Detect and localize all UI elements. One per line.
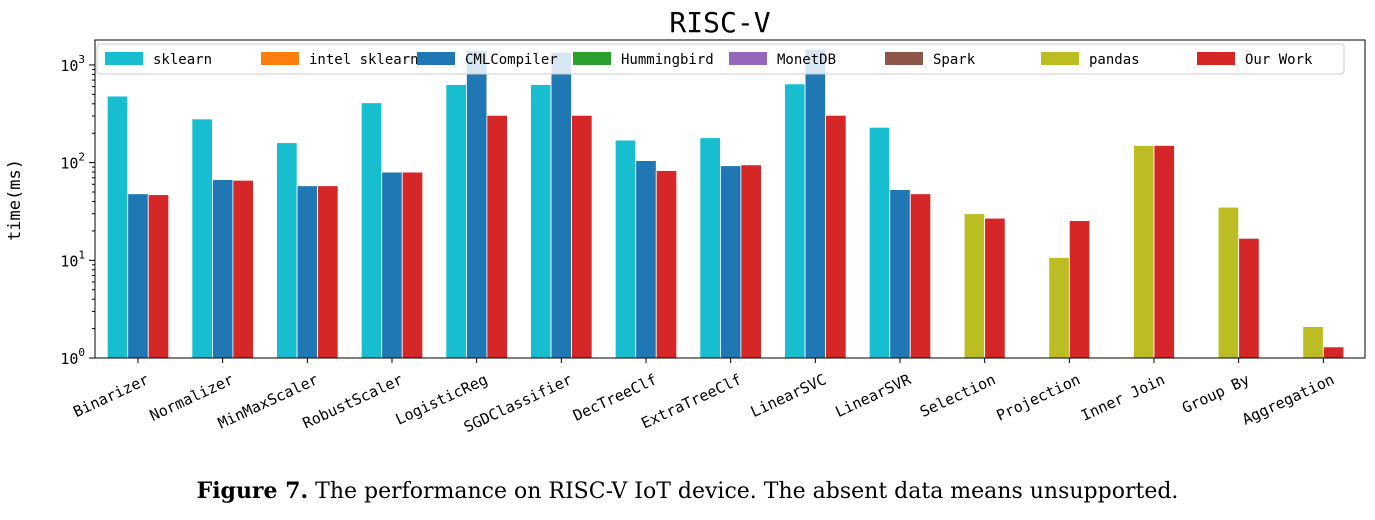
bar-sklearn-binarizer [106, 95, 129, 359]
bar-sklearn-normalizer [191, 118, 213, 359]
bar-cmlcompiler-logisticreg [466, 50, 488, 359]
bar-sklearn-minmaxscaler [276, 142, 298, 359]
bar-our-work-linearsvr [909, 193, 932, 359]
bar-cmlcompiler-dectreeclf [635, 160, 657, 359]
bars-layer [106, 48, 1345, 359]
chart-title: RISC-V [669, 6, 770, 39]
bar-chart: RISC-V time(ms) 100101102103BinarizerNor… [5, 6, 1366, 436]
bar-cmlcompiler-normalizer [212, 179, 234, 359]
bar-pandas-selection [963, 213, 986, 359]
y-tick-label: 102 [60, 151, 85, 173]
bar-cmlcompiler-linearsvr [889, 189, 911, 359]
bar-sklearn-sgdclassifier [530, 84, 552, 359]
legend-swatch-sklearn [105, 52, 143, 65]
y-tick-label: 103 [60, 53, 85, 75]
bar-sklearn-logisticreg [445, 84, 467, 359]
x-tick-label-binarizer: Binarizer [70, 370, 151, 421]
legend-swatch-spark [885, 52, 923, 65]
bar-our-work-dectreeclf [655, 170, 678, 359]
legend-swatch-monetdb [729, 52, 767, 65]
bar-sklearn-robustscaler [360, 102, 383, 359]
bar-sklearn-linearsvr [868, 126, 891, 359]
bar-our-work-group-by [1238, 237, 1260, 359]
legend-swatch-pandas [1041, 52, 1079, 65]
bar-our-work-linearsvc [825, 114, 847, 359]
chart-container: RISC-V time(ms) 100 101 102 103 Binarizer Nor… [5, 6, 1366, 436]
bar-our-work-robustscaler [401, 171, 424, 359]
bar-our-work-normalizer [232, 179, 254, 359]
bar-our-work-logisticreg [486, 114, 508, 359]
x-tick-label-linearsvr: LinearSVR [832, 370, 914, 421]
bar-our-work-binarizer [147, 194, 170, 359]
bar-pandas-group-by [1217, 206, 1240, 359]
caption-text: The performance on RISC-V IoT device. Th… [308, 479, 1179, 504]
x-tick-label-aggregation: Aggregation [1239, 370, 1337, 428]
y-axis-label: time(ms) [5, 159, 25, 241]
x-tick-label-linearsvc: LinearSVC [748, 370, 829, 421]
legend-label-spark: Spark [933, 52, 976, 68]
legend-label-hummingbird: Hummingbird [621, 52, 714, 68]
bar-cmlcompiler-linearsvc [804, 48, 826, 359]
bar-cmlcompiler-minmaxscaler [296, 185, 318, 359]
x-tick-label-selection: Selection [917, 370, 998, 421]
legend-box [96, 43, 1345, 75]
legend-label-sklearn: sklearn [153, 52, 212, 68]
caption-label: Figure 7. [196, 478, 309, 504]
bar-our-work-projection [1068, 220, 1091, 359]
legend-swatch-hummingbird [573, 52, 611, 65]
legend-swatch-intel-sklearn [261, 52, 299, 65]
plot-frame [94, 39, 1366, 359]
bar-sklearn-extratreeclf [699, 137, 721, 359]
bar-our-work-selection [984, 217, 1006, 359]
y-tick-label: 100 [60, 346, 85, 368]
bar-pandas-inner-join [1133, 145, 1155, 359]
legend-label-pandas: pandas [1089, 52, 1140, 68]
bar-pandas-projection [1048, 257, 1070, 359]
bar-cmlcompiler-extratreeclf [720, 165, 742, 359]
bar-cmlcompiler-sgdclassifier [550, 51, 572, 359]
legend-swatch-our-work [1197, 52, 1235, 65]
x-tick-label-inner-join: Inner Join [1078, 370, 1167, 424]
x-tick-label-projection: Projection [994, 370, 1083, 424]
x-tick-label-group-by: Group By [1179, 370, 1252, 417]
legend: sklearn intel sklearn CMLCompiler Hummingbi… [96, 43, 1345, 75]
bar-our-work-sgdclassifier [571, 114, 593, 359]
bar-our-work-aggregation [1322, 346, 1345, 359]
bar-our-work-extratreeclf [740, 164, 762, 359]
bar-pandas-aggregation [1302, 326, 1324, 359]
legend-label-cmlcompiler: CMLCompiler [465, 52, 558, 68]
bar-sklearn-linearsvc [784, 83, 806, 359]
bar-cmlcompiler-binarizer [127, 193, 149, 359]
legend-swatch-cmlcompiler [417, 52, 455, 65]
bar-cmlcompiler-robustscaler [381, 171, 403, 359]
figure-caption: Figure 7. The performance on RISC-V IoT … [0, 478, 1375, 504]
legend-label-monetdb: MonetDB [777, 52, 836, 68]
bar-our-work-inner-join [1153, 145, 1175, 359]
legend-label-our-work: Our Work [1245, 52, 1313, 68]
legend-label-intel-sklearn: intel sklearn [309, 52, 419, 68]
y-tick-label: 101 [60, 248, 85, 270]
bar-sklearn-dectreeclf [614, 139, 637, 359]
bar-our-work-minmaxscaler [317, 185, 339, 359]
